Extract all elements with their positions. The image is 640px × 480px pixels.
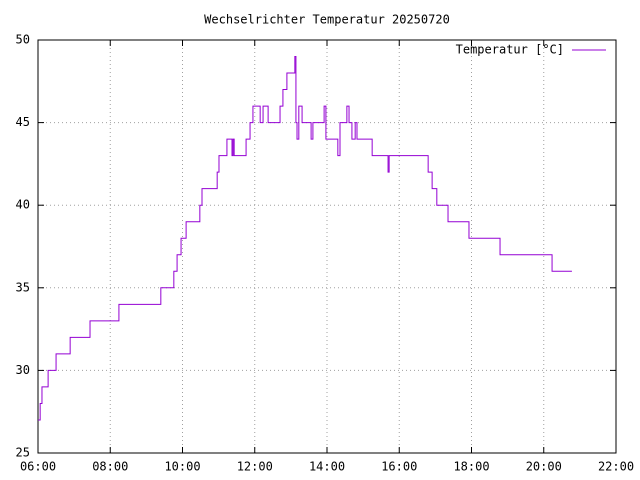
x-tick-label: 12:00 — [237, 460, 273, 474]
x-tick-label: 06:00 — [20, 460, 56, 474]
legend-label: Temperatur [°C] — [456, 43, 564, 57]
x-tick-label: 20:00 — [526, 460, 562, 474]
data-line — [38, 56, 572, 421]
y-tick-label: 50 — [16, 33, 30, 47]
plot-border — [37, 39, 617, 454]
x-tick-label: 08:00 — [92, 460, 128, 474]
y-tick-label: 30 — [16, 363, 30, 377]
x-tick-label: 10:00 — [164, 460, 200, 474]
chart-title: Wechselrichter Temperatur 20250720 — [204, 13, 450, 27]
x-tick-label: 18:00 — [453, 460, 489, 474]
y-tick-label: 40 — [16, 198, 30, 212]
y-tick-label: 25 — [16, 446, 30, 460]
x-tick-label: 14:00 — [309, 460, 345, 474]
y-tick-label: 45 — [16, 115, 30, 129]
x-tick-label: 22:00 — [598, 460, 634, 474]
y-tick-label: 35 — [16, 280, 30, 294]
x-tick-label: 16:00 — [381, 460, 417, 474]
